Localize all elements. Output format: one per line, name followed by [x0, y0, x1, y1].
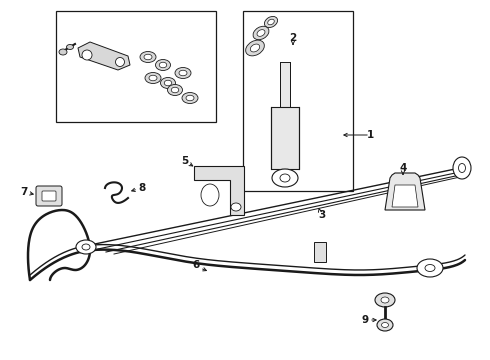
Bar [56, 11, 216, 122]
Ellipse shape [265, 17, 277, 28]
Bar [280, 62, 290, 107]
Ellipse shape [175, 68, 191, 78]
Ellipse shape [179, 70, 187, 76]
Ellipse shape [231, 203, 241, 211]
Text: 2: 2 [290, 33, 296, 43]
Ellipse shape [268, 19, 274, 25]
Polygon shape [385, 173, 425, 210]
Ellipse shape [182, 93, 198, 104]
Ellipse shape [149, 75, 157, 81]
Text: 3: 3 [318, 210, 326, 220]
Ellipse shape [164, 80, 172, 86]
Text: 1: 1 [367, 130, 374, 140]
Bar [271, 107, 299, 169]
Ellipse shape [459, 163, 466, 172]
Ellipse shape [375, 293, 395, 307]
Ellipse shape [82, 244, 90, 250]
Text: 9: 9 [362, 315, 368, 325]
Ellipse shape [59, 49, 67, 55]
Ellipse shape [253, 26, 269, 40]
Ellipse shape [168, 85, 182, 95]
Ellipse shape [82, 50, 92, 60]
Ellipse shape [116, 58, 124, 67]
Text: 3: 3 [0, 359, 1, 360]
Text: 6: 6 [193, 260, 199, 270]
Text: 5: 5 [181, 156, 189, 166]
Ellipse shape [425, 265, 435, 271]
Ellipse shape [245, 40, 264, 56]
Ellipse shape [417, 259, 443, 277]
Ellipse shape [145, 72, 161, 84]
Polygon shape [78, 42, 130, 70]
Ellipse shape [171, 87, 179, 93]
Ellipse shape [453, 157, 471, 179]
Ellipse shape [377, 319, 393, 331]
Ellipse shape [159, 62, 167, 68]
Polygon shape [194, 166, 244, 215]
Text: 4: 4 [399, 163, 407, 173]
Ellipse shape [280, 174, 290, 182]
Ellipse shape [250, 44, 260, 52]
Ellipse shape [155, 59, 171, 71]
Ellipse shape [140, 51, 156, 63]
Ellipse shape [257, 30, 265, 36]
Ellipse shape [67, 45, 74, 49]
Text: 7: 7 [20, 187, 28, 197]
Ellipse shape [161, 77, 175, 89]
Ellipse shape [381, 297, 389, 303]
Text: 8: 8 [138, 183, 146, 193]
Bar [314, 242, 326, 262]
Ellipse shape [76, 240, 96, 254]
FancyBboxPatch shape [36, 186, 62, 206]
Polygon shape [392, 185, 418, 207]
Ellipse shape [382, 323, 389, 328]
Ellipse shape [201, 184, 219, 206]
FancyBboxPatch shape [42, 191, 56, 201]
Ellipse shape [144, 54, 152, 60]
Ellipse shape [186, 95, 194, 101]
Ellipse shape [272, 169, 298, 187]
Bar [243, 11, 353, 191]
